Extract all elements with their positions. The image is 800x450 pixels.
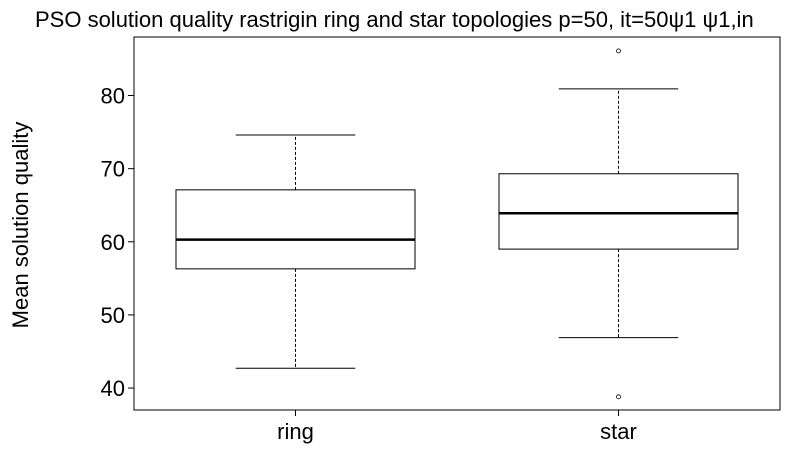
box-star: [498, 48, 739, 400]
x-tick-label: ring: [277, 419, 314, 444]
y-tick-label: 60: [101, 230, 125, 255]
box-ring: [175, 134, 416, 369]
y-tick-label: 50: [101, 303, 125, 328]
y-tick-label: 70: [101, 157, 125, 182]
y-axis: 40 50 60 70 80: [101, 84, 134, 401]
boxes: [175, 48, 739, 400]
iqr-box: [175, 189, 416, 270]
plot-frame: [133, 36, 781, 411]
chart-title: PSO solution quality rastrigin ring and …: [35, 7, 754, 32]
outlier-point: [616, 394, 621, 400]
iqr-box: [498, 173, 739, 250]
y-tick-label: 40: [101, 376, 125, 401]
outlier-point: [616, 48, 621, 54]
x-axis: ring star: [277, 410, 637, 444]
y-axis-title: Mean solution quality: [8, 122, 33, 329]
y-tick-label: 80: [101, 84, 125, 109]
x-tick-label: star: [600, 419, 637, 444]
